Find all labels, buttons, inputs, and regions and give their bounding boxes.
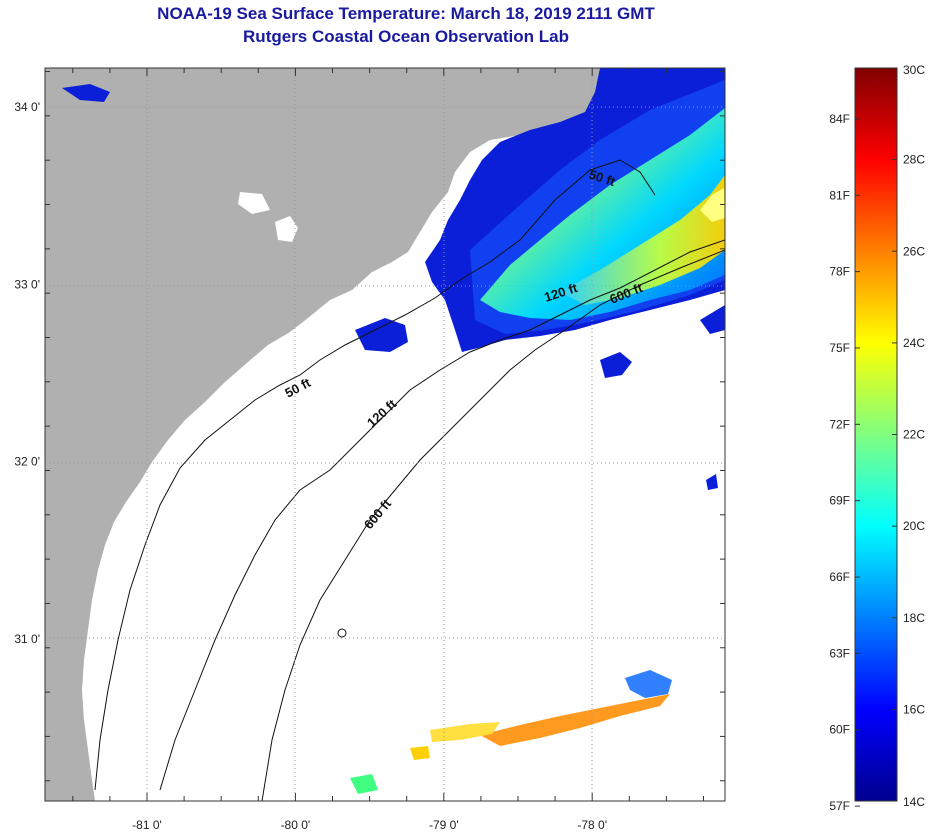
colorbar-label-c: 26C: [903, 244, 925, 258]
colorbar-label-f: 78F: [829, 265, 850, 279]
sst-south-cyan: [350, 774, 378, 794]
colorbar: [854, 67, 898, 802]
colorbar-label-f: 81F: [829, 188, 850, 202]
colorbar-label-c: 20C: [903, 519, 925, 533]
sst-patch: [62, 84, 110, 102]
cloud-blob: [275, 216, 298, 242]
colorbar-label-f: 75F: [829, 341, 850, 355]
colorbar-celsius-labels: 30C 28C 26C 24C 22C 20C 18C 16C 14C: [892, 63, 925, 809]
y-axis-labels: 34 0' 33 0' 32 0' 31 0': [14, 100, 40, 646]
colorbar-label-f: 57F: [829, 799, 850, 813]
colorbar-label-f: 60F: [829, 723, 850, 737]
sst-patch: [355, 318, 408, 352]
x-tick-label: -79 0': [429, 818, 459, 832]
x-tick-label: -80 0': [281, 818, 311, 832]
map-subtitle: Rutgers Coastal Ocean Observation Lab: [243, 27, 569, 46]
x-tick-label: -81 0': [132, 818, 162, 832]
colorbar-label-c: 18C: [903, 611, 925, 625]
sst-warm-core: [560, 175, 725, 305]
graticule: [45, 68, 725, 801]
y-tick-label: 31 0': [14, 632, 40, 646]
map-title: NOAA-19 Sea Surface Temperature: March 1…: [157, 4, 655, 23]
colorbar-label-f: 63F: [829, 646, 850, 660]
colorbar-label-c: 16C: [903, 702, 925, 716]
isobath-120ft: [159, 239, 725, 791]
sst-south-streak: [480, 694, 670, 746]
sst-south-spot: [410, 746, 430, 760]
colorbar-label-c: 14C: [903, 795, 925, 809]
x-axis-labels: -81 0' -80 0' -79 0' -78 0': [132, 818, 607, 832]
sst-south-blue: [625, 670, 672, 698]
colorbar-label-f: 69F: [829, 494, 850, 508]
x-tick-label: -78 0': [577, 818, 607, 832]
y-tick-label: 33 0': [14, 277, 40, 291]
colorbar-label-c: 30C: [903, 63, 925, 77]
colorbar-label-c: 28C: [903, 153, 925, 167]
cloud-blob: [238, 192, 270, 214]
colorbar-label-f: 84F: [829, 112, 850, 126]
frame-ticks: [45, 68, 725, 801]
colorbar-label-f: 66F: [829, 570, 850, 584]
sst-warmest-spot: [700, 188, 725, 222]
colorbar-label-c: 22C: [903, 428, 925, 442]
sst-patch: [700, 305, 725, 334]
y-tick-label: 32 0': [14, 455, 40, 469]
land-mass: [45, 68, 600, 801]
sst-patch: [600, 352, 632, 378]
seamount-contour: [337, 628, 347, 638]
colorbar-fahrenheit-labels: 84F 81F 78F 75F 72F 69F 66F 63F 60F 57F: [829, 112, 860, 813]
isobath-50ft: [94, 159, 656, 791]
colorbar-label-c: 24C: [903, 336, 925, 350]
y-tick-label: 34 0': [14, 100, 40, 114]
sst-south-streak-edge: [430, 722, 500, 742]
isobath-600ft: [261, 249, 725, 801]
colorbar-label-f: 72F: [829, 417, 850, 431]
sst-patch: [706, 474, 718, 490]
map-frame: [44, 67, 726, 802]
